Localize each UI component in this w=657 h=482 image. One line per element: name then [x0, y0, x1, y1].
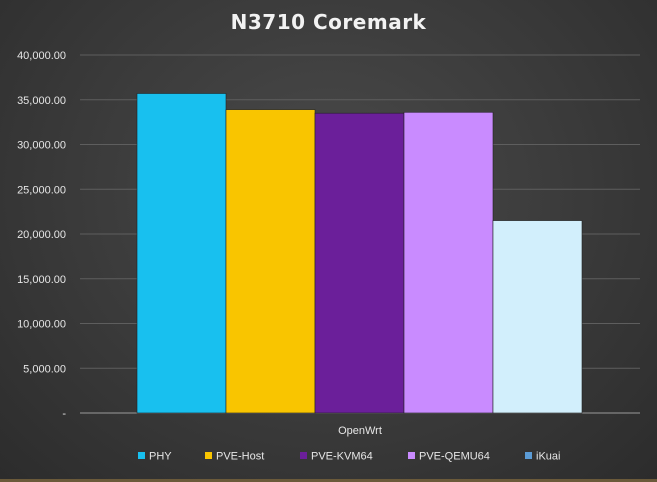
bar-pve-qemu64: [403, 111, 494, 414]
legend-swatch: [205, 452, 212, 459]
y-tick-label: -: [62, 408, 66, 420]
bar-pve-kvm64: [314, 112, 405, 414]
legend-swatch: [525, 452, 532, 459]
bar-phy: [136, 93, 227, 414]
legend-swatch: [408, 452, 415, 459]
y-tick-label: 40,000.00: [17, 50, 66, 62]
chart-title: N3710 Coremark: [230, 10, 427, 34]
y-tick-label: 20,000.00: [17, 229, 66, 241]
legend-swatch: [138, 452, 145, 459]
y-tick-label: 5,000.00: [23, 363, 66, 375]
legend-label: PHY: [149, 451, 172, 463]
bar-pve-host: [225, 109, 316, 414]
bar-ikuai: [492, 220, 583, 414]
legend-swatch: [300, 452, 307, 459]
legend-label: PVE-QEMU64: [419, 451, 490, 463]
y-tick-label: 35,000.00: [17, 95, 66, 107]
legend-label: iKuai: [536, 451, 560, 463]
y-tick-label: 30,000.00: [17, 140, 66, 152]
y-tick-label: 10,000.00: [17, 319, 66, 331]
y-tick-label: 15,000.00: [17, 274, 66, 286]
x-category-label: OpenWrt: [338, 425, 382, 437]
y-tick-label: 25,000.00: [17, 184, 66, 196]
legend-label: PVE-Host: [216, 451, 264, 463]
legend-label: PVE-KVM64: [311, 451, 373, 463]
